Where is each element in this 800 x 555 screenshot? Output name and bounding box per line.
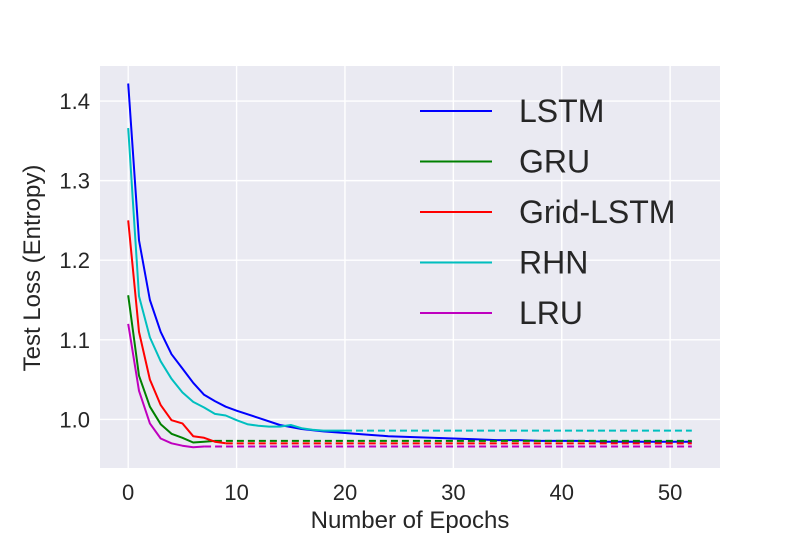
- x-tick-label: 50: [658, 480, 682, 505]
- x-axis-label: Number of Epochs: [311, 507, 510, 534]
- y-tick-label: 1.1: [59, 328, 90, 353]
- legend-label: LRU: [519, 295, 583, 331]
- legend-label: RHN: [519, 245, 588, 281]
- y-tick-label: 1.0: [59, 407, 90, 432]
- y-tick-label: 1.4: [59, 89, 90, 114]
- legend-label: Grid-LSTM: [519, 194, 675, 230]
- x-tick-label: 0: [122, 480, 134, 505]
- y-axis-label: Test Loss (Entropy): [19, 165, 46, 372]
- y-tick-label: 1.3: [59, 169, 90, 194]
- y-tick-label: 1.2: [59, 248, 90, 273]
- plot-background: [100, 66, 720, 468]
- x-tick-labels: 0 10 20 30 40 50: [122, 480, 682, 505]
- legend-label: LSTM: [519, 93, 604, 129]
- x-tick-label: 10: [224, 480, 248, 505]
- x-tick-label: 30: [441, 480, 465, 505]
- legend-label: GRU: [519, 144, 590, 180]
- y-tick-labels: 1.0 1.1 1.2 1.3 1.4: [59, 89, 90, 432]
- x-tick-label: 20: [333, 480, 357, 505]
- x-tick-label: 40: [550, 480, 574, 505]
